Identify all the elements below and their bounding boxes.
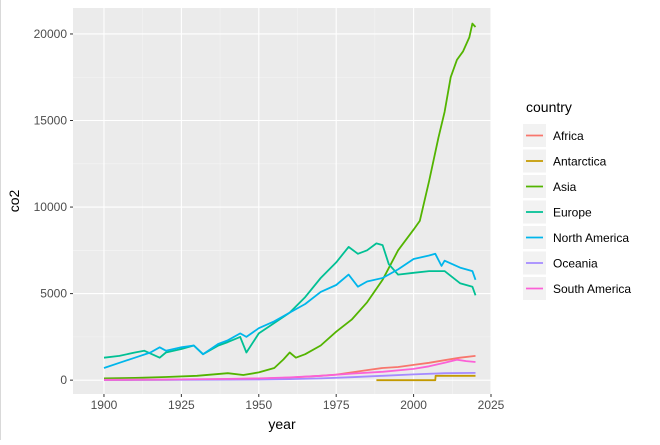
major-gridlines — [73, 8, 492, 394]
x-tick-label: 2025 — [478, 398, 505, 412]
y-axis-ticks: 0 5000 10000 15000 20000 — [34, 27, 73, 387]
legend-title: country — [526, 99, 572, 115]
x-tick-label: 2000 — [400, 398, 427, 412]
legend-label: Antarctica — [553, 155, 607, 169]
legend-label: Africa — [553, 129, 584, 143]
y-tick-label: 20000 — [34, 27, 68, 41]
y-axis-title: co2 — [6, 190, 22, 213]
x-tick-label: 1900 — [91, 398, 118, 412]
x-tick-label: 1950 — [245, 398, 272, 412]
y-tick-label: 15000 — [34, 114, 68, 128]
legend: country Africa Antarctica Asia Europe North … — [523, 99, 631, 300]
legend-label: Europe — [553, 206, 592, 220]
series-line-antarctica — [376, 374, 476, 382]
legend-label: North America — [553, 231, 629, 245]
minor-gridlines — [73, 8, 491, 394]
legend-item-north-america: North America — [523, 226, 629, 249]
y-tick-label: 0 — [60, 373, 67, 387]
x-tick-label: 1925 — [168, 398, 195, 412]
legend-item-oceania: Oceania — [523, 251, 598, 275]
legend-item-antarctica: Antarctica — [523, 149, 607, 173]
y-tick-label: 10000 — [34, 200, 68, 214]
series-line-asia — [103, 22, 477, 380]
legend-items: Africa Antarctica Asia Europe North America O… — [523, 124, 631, 300]
plot-panel — [73, 8, 491, 394]
legend-label: Oceania — [553, 257, 598, 271]
series-line-europe — [103, 242, 477, 359]
legend-item-south-america: South America — [523, 277, 631, 300]
series-line-south-america — [103, 358, 476, 381]
series-lines — [103, 22, 477, 382]
y-tick-label: 5000 — [40, 287, 67, 301]
legend-item-asia: Asia — [523, 175, 577, 198]
legend-item-europe: Europe — [523, 200, 592, 224]
legend-label: Asia — [553, 180, 577, 194]
legend-item-africa: Africa — [523, 124, 584, 147]
x-tick-label: 1975 — [323, 398, 350, 412]
x-axis-title: year — [268, 416, 296, 432]
legend-label: South America — [553, 282, 631, 296]
series-line-north-america — [103, 252, 477, 369]
x-axis-ticks: 1900 1925 1950 1975 2000 2025 — [91, 394, 505, 412]
